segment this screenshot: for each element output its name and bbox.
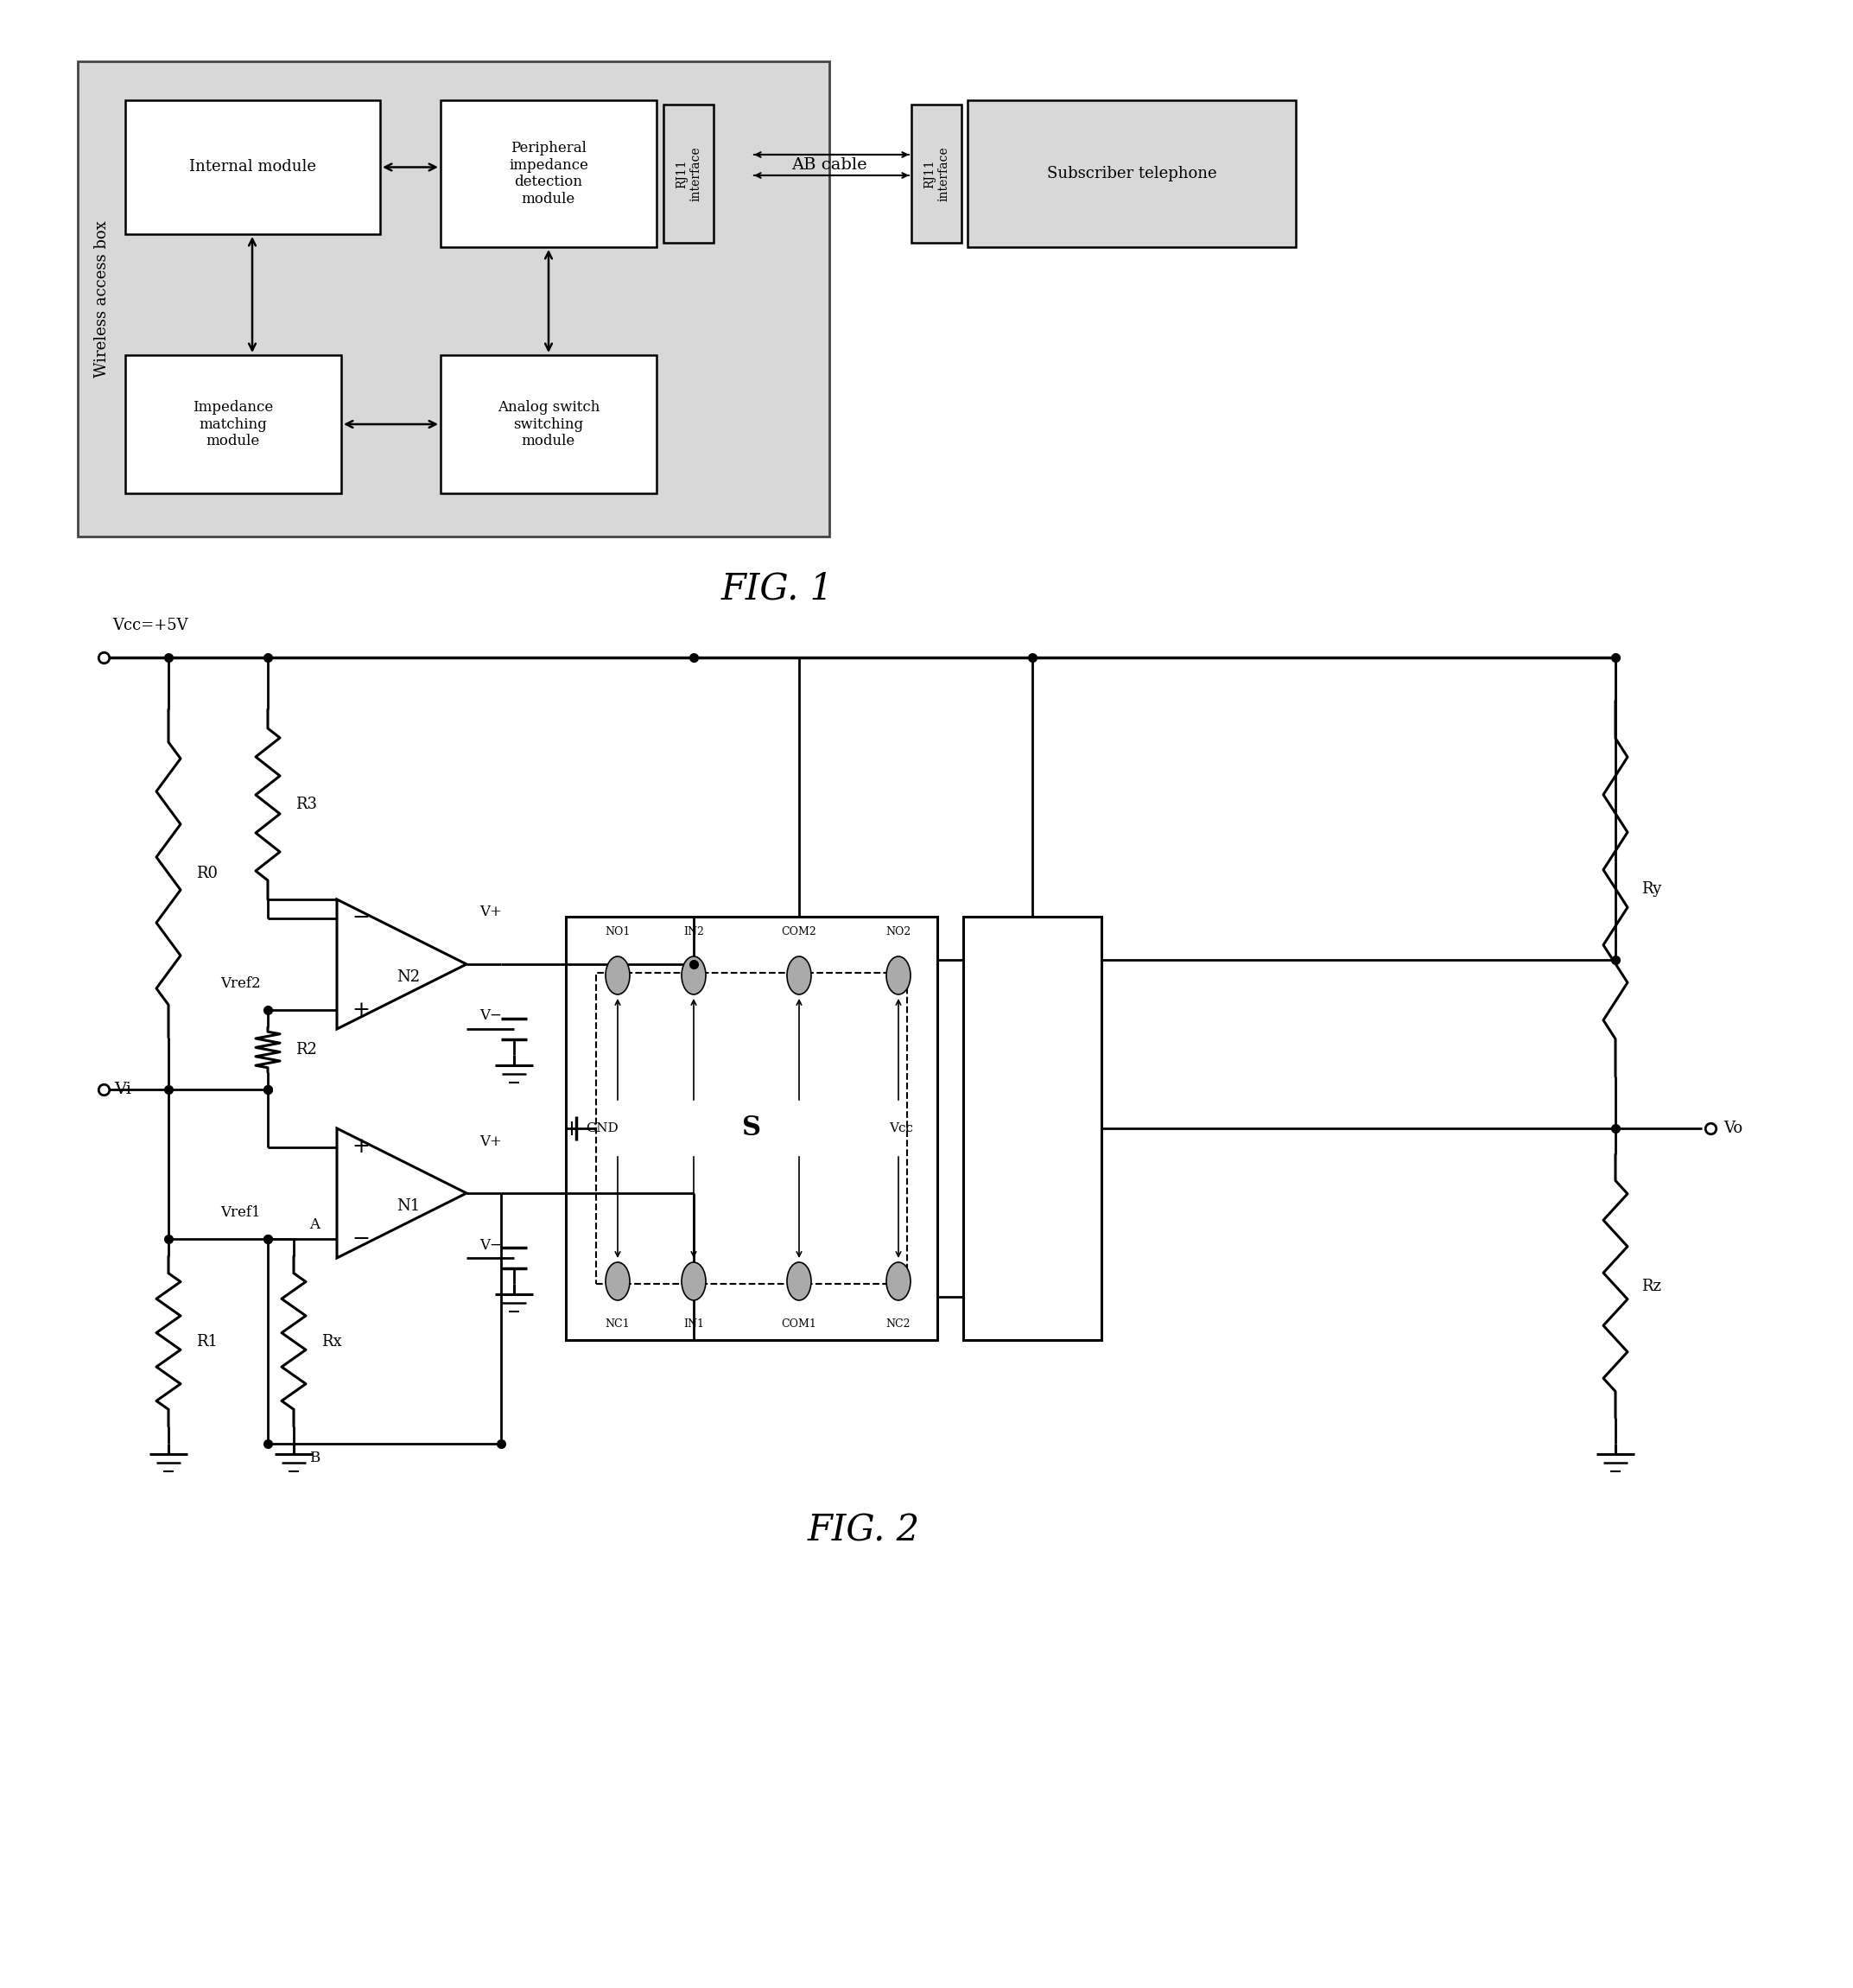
Ellipse shape (682, 1262, 706, 1300)
Ellipse shape (606, 956, 630, 994)
Bar (126, 356, 341, 493)
Text: N2: N2 (397, 970, 421, 984)
Bar (78, 62, 830, 537)
Text: R1: R1 (196, 1334, 217, 1350)
Text: Vcc: Vcc (889, 1123, 914, 1135)
Text: FIG. 2: FIG. 2 (808, 1513, 921, 1549)
Text: V−: V− (480, 1008, 502, 1024)
Text: Vi: Vi (115, 1081, 132, 1097)
Text: Vcc=+5V: Vcc=+5V (113, 618, 187, 634)
Text: Vo: Vo (1723, 1121, 1742, 1135)
Bar (126, 99, 380, 235)
Ellipse shape (682, 956, 706, 994)
Bar (663, 105, 713, 243)
Text: S: S (741, 1115, 762, 1141)
Bar (964, 916, 1101, 1340)
Text: Peripheral
impedance
detection
module: Peripheral impedance detection module (510, 141, 587, 207)
Text: Subscriber telephone: Subscriber telephone (1047, 165, 1217, 181)
Text: R0: R0 (196, 865, 217, 881)
Ellipse shape (788, 956, 812, 994)
Text: Wireless access box: Wireless access box (95, 221, 109, 378)
Text: IN1: IN1 (684, 1318, 704, 1330)
Ellipse shape (886, 956, 910, 994)
Text: Vref1: Vref1 (221, 1205, 261, 1221)
Text: B: B (309, 1451, 321, 1465)
Text: +: + (352, 1137, 371, 1157)
Text: +: + (352, 1000, 371, 1020)
Ellipse shape (606, 1262, 630, 1300)
Text: −: − (352, 1229, 371, 1248)
Text: Analog switch
switching
module: Analog switch switching module (497, 400, 600, 449)
Text: Internal module: Internal module (189, 159, 317, 175)
Bar (967, 99, 1295, 247)
Text: −: − (352, 909, 371, 928)
Text: V+: V+ (480, 1133, 502, 1149)
Text: Ry: Ry (1642, 881, 1662, 897)
Text: IN2: IN2 (684, 926, 704, 938)
Bar (441, 99, 656, 247)
Text: NC2: NC2 (886, 1318, 910, 1330)
Text: R3: R3 (295, 797, 317, 813)
Text: V−: V− (480, 1239, 502, 1252)
Text: GND: GND (586, 1123, 619, 1135)
Text: V+: V+ (480, 905, 502, 920)
Ellipse shape (886, 1262, 910, 1300)
Text: Rz: Rz (1642, 1278, 1662, 1294)
Text: Vref2: Vref2 (221, 976, 261, 990)
Ellipse shape (788, 1262, 812, 1300)
Bar (912, 105, 962, 243)
Bar (565, 916, 938, 1340)
Text: NO1: NO1 (604, 926, 630, 938)
Text: AB cable: AB cable (791, 157, 867, 173)
Text: R2: R2 (295, 1042, 317, 1058)
Bar (597, 972, 908, 1284)
Text: RJ11
interface: RJ11 interface (923, 147, 949, 201)
Text: NC1: NC1 (606, 1318, 630, 1330)
Text: COM2: COM2 (782, 926, 817, 938)
Text: NO2: NO2 (886, 926, 912, 938)
Text: COM1: COM1 (782, 1318, 817, 1330)
Text: FIG. 1: FIG. 1 (721, 571, 834, 606)
Text: Rx: Rx (321, 1334, 341, 1350)
Text: N1: N1 (397, 1199, 421, 1215)
Text: A: A (309, 1217, 319, 1233)
Bar (441, 356, 656, 493)
Text: RJ11
interface: RJ11 interface (676, 147, 702, 201)
Text: Impedance
matching
module: Impedance matching module (193, 400, 274, 449)
